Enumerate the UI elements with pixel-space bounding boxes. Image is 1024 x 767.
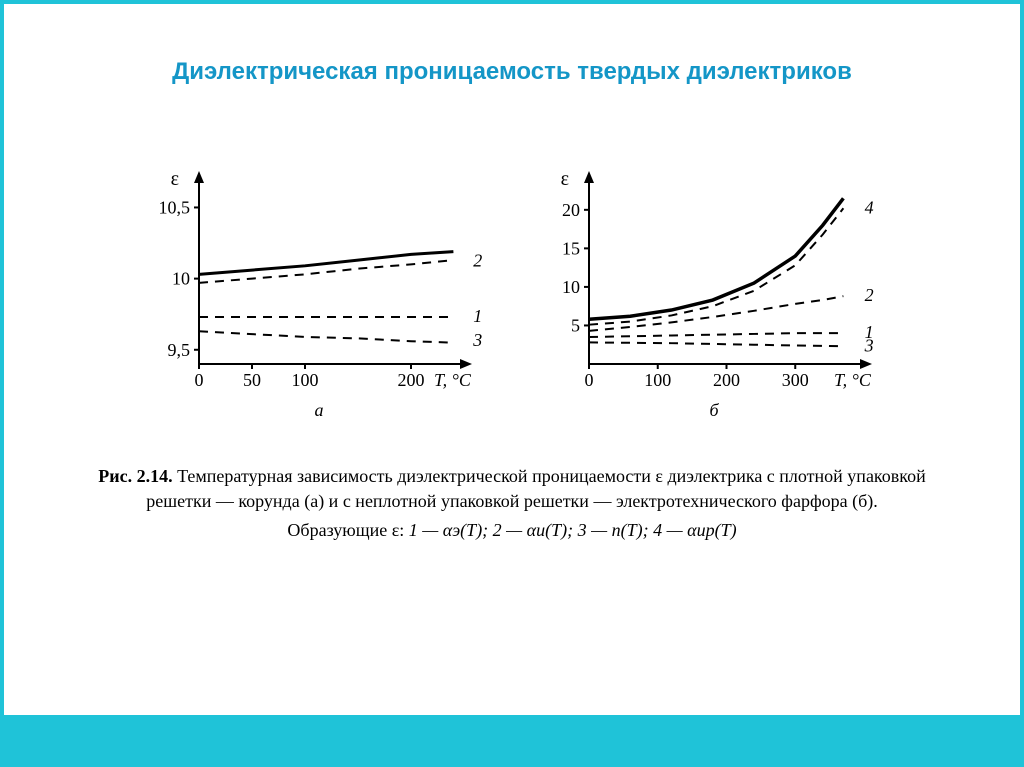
svg-text:300: 300 — [782, 370, 809, 390]
svg-text:T, °C: T, °C — [434, 370, 472, 390]
svg-text:10,5: 10,5 — [159, 197, 191, 217]
svg-text:0: 0 — [585, 370, 594, 390]
caption-sub-items: 1 — αэ(T); 2 — αи(T); 3 — n(T); 4 — αир(… — [409, 520, 737, 540]
svg-text:9,5: 9,5 — [168, 340, 191, 360]
svg-text:ε: ε — [561, 168, 569, 190]
caption-label: Рис. 2.14. — [98, 466, 172, 486]
svg-text:4: 4 — [865, 197, 874, 217]
chart-b-wrap: 51015200100200300εT, °C4213 б — [534, 164, 894, 421]
caption-sub: Образующие ε: 1 — αэ(T); 2 — αи(T); 3 — … — [74, 518, 950, 543]
svg-text:15: 15 — [562, 238, 580, 258]
panel-label-b: б — [709, 400, 718, 421]
svg-text:20: 20 — [562, 200, 580, 220]
caption-text: Температурная зависимость диэлектрическо… — [146, 466, 925, 511]
svg-text:2: 2 — [473, 251, 482, 271]
svg-text:50: 50 — [243, 370, 261, 390]
figure-caption: Рис. 2.14. Температурная зависимость диэ… — [74, 464, 950, 544]
svg-text:3: 3 — [864, 335, 874, 355]
svg-text:200: 200 — [713, 370, 740, 390]
chart-b: 51015200100200300εT, °C4213 — [534, 164, 894, 394]
svg-text:2: 2 — [865, 285, 874, 305]
svg-text:200: 200 — [398, 370, 425, 390]
svg-text:100: 100 — [644, 370, 671, 390]
svg-text:T, °C: T, °C — [834, 370, 872, 390]
svg-text:10: 10 — [562, 277, 580, 297]
svg-text:100: 100 — [292, 370, 319, 390]
page-title: Диэлектрическая проницаемость твердых ди… — [4, 58, 1020, 86]
svg-text:3: 3 — [472, 330, 482, 350]
charts-row: 9,51010,5050100200εT, °C213 а 5101520010… — [144, 164, 894, 421]
svg-text:ε: ε — [171, 168, 179, 190]
caption-sub-prefix: Образующие ε: — [287, 520, 408, 540]
svg-text:5: 5 — [571, 315, 580, 335]
panel-label-a: а — [315, 400, 324, 421]
svg-text:10: 10 — [172, 269, 190, 289]
svg-text:0: 0 — [195, 370, 204, 390]
svg-text:1: 1 — [473, 306, 482, 326]
caption-main: Рис. 2.14. Температурная зависимость диэ… — [74, 464, 950, 514]
chart-a-wrap: 9,5 10 10,5 0 50 100 200 ε T, °C 2 1 3 а — [144, 164, 494, 421]
slide: Диэлектрическая проницаемость твердых ди… — [0, 0, 1024, 767]
bottom-bar — [4, 715, 1020, 763]
chart-a: 9,5 10 10,5 0 50 100 200 ε T, °C 2 1 3 — [144, 164, 494, 394]
